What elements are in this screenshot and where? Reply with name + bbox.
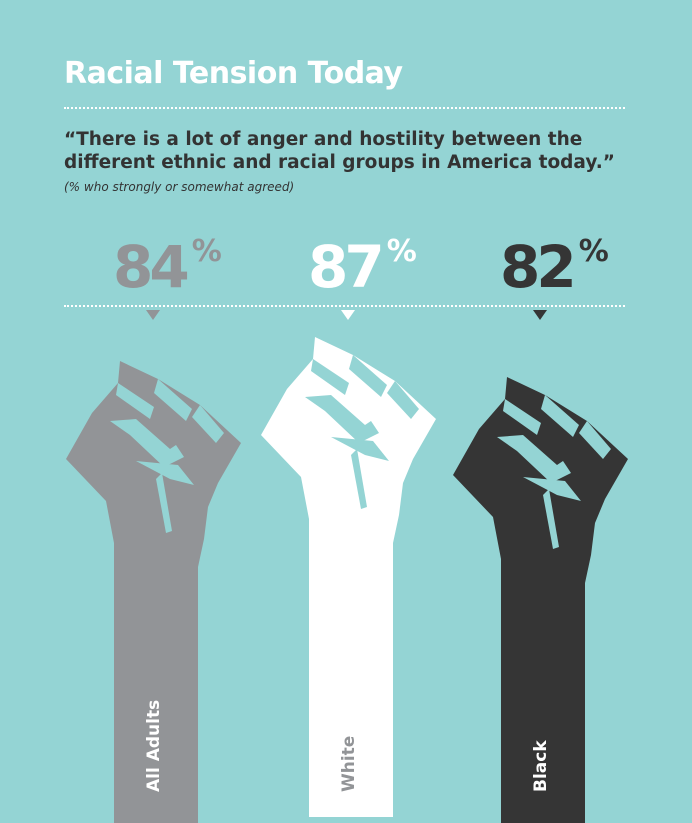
page-title: Racial Tension Today: [64, 56, 403, 91]
fist-shape: [66, 361, 241, 823]
category-label: All Adults: [144, 700, 164, 792]
finger-gap: [116, 383, 154, 419]
value-label: 87%: [308, 233, 417, 301]
value-label: 82%: [500, 233, 609, 301]
survey-note: (% who strongly or somewhat agreed): [64, 180, 295, 194]
finger-gap: [136, 461, 194, 485]
finger-gap: [543, 489, 559, 549]
fist-shape: [261, 337, 436, 817]
value-pointer: [341, 310, 355, 320]
category-label: White: [339, 736, 359, 792]
values-divider: [64, 305, 625, 307]
finger-gap: [387, 381, 419, 419]
finger-gap: [351, 449, 367, 509]
title-divider: [64, 107, 625, 109]
value-pointer: [146, 310, 160, 320]
finger-gap: [503, 399, 541, 435]
fist-white: [261, 337, 436, 817]
finger-gap: [156, 473, 172, 533]
finger-gap: [497, 435, 571, 483]
fist-all-adults: [66, 361, 241, 823]
fist-black: [453, 377, 628, 823]
finger-gap: [349, 355, 387, 397]
category-label: Black: [531, 740, 551, 792]
finger-gap: [311, 359, 349, 395]
finger-gap: [541, 395, 579, 437]
survey-question: “There is a lot of anger and hostility b…: [64, 129, 615, 173]
finger-gap: [579, 421, 611, 459]
finger-gap: [331, 437, 389, 461]
value-label: 84%: [113, 233, 222, 301]
value-pointer: [533, 310, 547, 320]
finger-gap: [110, 419, 184, 467]
finger-gap: [192, 405, 224, 443]
finger-gap: [523, 477, 581, 501]
fist-shape: [453, 377, 628, 823]
finger-gap: [305, 395, 379, 443]
finger-gap: [154, 379, 192, 421]
